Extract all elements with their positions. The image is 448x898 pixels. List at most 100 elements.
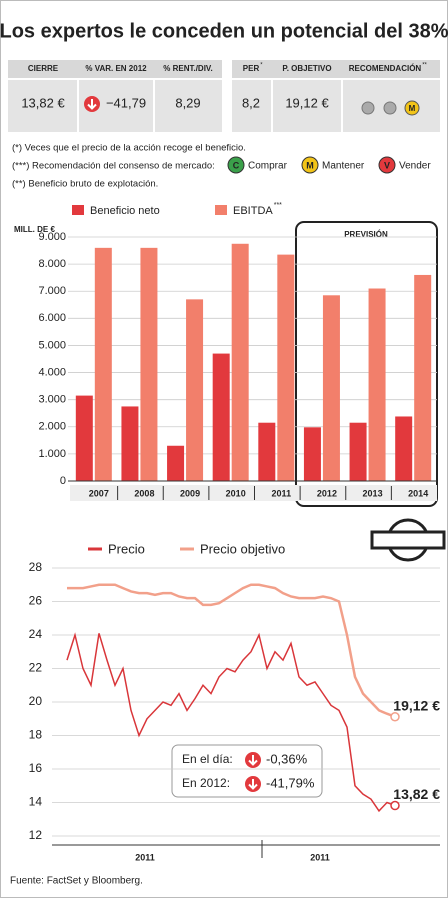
- note: (**) Beneficio bruto de explotación.: [12, 179, 158, 190]
- legend-swatch: [72, 205, 84, 215]
- consensus-label: Vender: [399, 161, 431, 172]
- legend-label: Beneficio neto: [90, 205, 160, 217]
- table-header: P. OBJETIVO: [282, 64, 331, 73]
- table-value: 19,12 €: [285, 95, 329, 110]
- y-tick-label: 20: [29, 694, 43, 708]
- bar: [75, 395, 93, 481]
- y-tick-label: 1.000: [38, 448, 66, 460]
- bar: [414, 274, 432, 481]
- table-header: % VAR. EN 2012: [85, 64, 147, 73]
- annotation: PREVISIÓN: [344, 230, 388, 239]
- y-tick-label: 26: [29, 594, 43, 608]
- y-tick-label: 22: [29, 661, 43, 675]
- info-box: [171, 744, 323, 798]
- y-tick-label: 2.000: [38, 421, 66, 433]
- x-tick-label: 2010: [226, 488, 246, 498]
- bar: [212, 353, 230, 481]
- recommendation-on: [404, 100, 420, 116]
- y-tick-label: 14: [29, 795, 43, 809]
- table-value: 13,82 €: [21, 95, 65, 110]
- y-tick-label: 4.000: [38, 366, 66, 378]
- y-tick-label: 5.000: [38, 339, 66, 351]
- down-icon: [84, 96, 100, 112]
- x-tick-label: 2007: [89, 488, 109, 498]
- x-tick-label: 2011: [135, 852, 155, 862]
- consensus-label: Comprar: [248, 161, 288, 172]
- source: Fuente: FactSet y Bloomberg.: [10, 876, 143, 887]
- x-tick-label: 2013: [363, 488, 383, 498]
- y-axis-label: MILL. DE €: [14, 225, 55, 234]
- end-label: 19,12 €: [393, 697, 440, 713]
- table-header-bg: [232, 60, 440, 78]
- table-value: 8,2: [242, 95, 260, 110]
- y-tick-label: 16: [29, 761, 43, 775]
- end-dot: [390, 800, 400, 811]
- bar: [231, 243, 249, 481]
- y-tick-label: 9.000: [38, 231, 66, 243]
- bar: [121, 406, 139, 481]
- consensus-letter: C: [233, 160, 240, 170]
- x-tick-label: 2011: [272, 488, 292, 498]
- y-tick-label: 8.000: [38, 258, 66, 270]
- table-header-sup: *: [260, 63, 263, 69]
- recommendation-letter: M: [409, 104, 416, 113]
- bar: [186, 299, 204, 481]
- consensus-label: Mantener: [322, 161, 365, 172]
- table-body-bg: [8, 80, 222, 132]
- x-tick-label: 2009: [180, 488, 200, 498]
- consensus-icon: [301, 156, 319, 174]
- x-tick-label: 2014: [408, 488, 428, 498]
- end-label: 13,82 €: [393, 786, 440, 802]
- end-dot: [390, 711, 400, 722]
- table-header-sup: **: [422, 63, 427, 69]
- note: (***) Recomendación del consenso de merc…: [12, 161, 215, 172]
- legend-label: Precio objetivo: [200, 541, 285, 556]
- y-tick-label: 3.000: [38, 394, 66, 406]
- consensus-icon: [378, 156, 396, 174]
- box-label: En 2012:: [182, 776, 230, 790]
- table-header: % RENT./DIV.: [163, 64, 213, 73]
- consensus-letter: M: [306, 160, 314, 170]
- recommendation-off: [383, 101, 397, 115]
- consensus-icon: [227, 156, 245, 174]
- x-tick-label: 2011: [310, 852, 330, 862]
- bar: [94, 247, 112, 481]
- bar: [368, 288, 386, 481]
- consensus-letter: V: [384, 160, 390, 170]
- table-value: 8,29: [175, 95, 200, 110]
- bar: [303, 427, 321, 481]
- note: (*) Veces que el precio de la acción rec…: [12, 143, 246, 154]
- bar: [258, 422, 276, 481]
- bar: [349, 422, 367, 481]
- recommendation-off: [361, 101, 375, 115]
- bar: [395, 416, 413, 481]
- legend-sup: ***: [274, 202, 282, 209]
- title: Los expertos le conceden un potencial de…: [0, 20, 448, 42]
- x-tick-label: 2012: [317, 488, 337, 498]
- legend-label: Precio: [108, 541, 145, 556]
- bar: [167, 445, 185, 481]
- x-tick-label: 2008: [134, 488, 154, 498]
- table-header-bg: [8, 60, 222, 78]
- box-value: -41,79%: [266, 775, 315, 790]
- logo: [370, 518, 446, 562]
- legend-label: EBITDA: [233, 205, 273, 217]
- bar: [140, 247, 158, 481]
- y-tick-label: 6.000: [38, 312, 66, 324]
- table-dividers: [77, 80, 343, 132]
- legend-swatch: [215, 205, 227, 215]
- y-tick-label: 18: [29, 728, 43, 742]
- line: [66, 632, 396, 813]
- y-tick-label: 12: [29, 828, 43, 842]
- table-header: PER: [243, 64, 260, 73]
- table-value: −41,79: [106, 95, 146, 110]
- box-icon-arrow: [248, 779, 258, 790]
- bar: [277, 254, 295, 481]
- box-icon-arrow: [248, 755, 258, 766]
- y-tick-label: 0: [60, 475, 66, 487]
- line: [67, 583, 396, 718]
- y-tick-label: 28: [29, 560, 43, 574]
- y-tick-label: 24: [29, 627, 43, 641]
- bar: [322, 295, 340, 481]
